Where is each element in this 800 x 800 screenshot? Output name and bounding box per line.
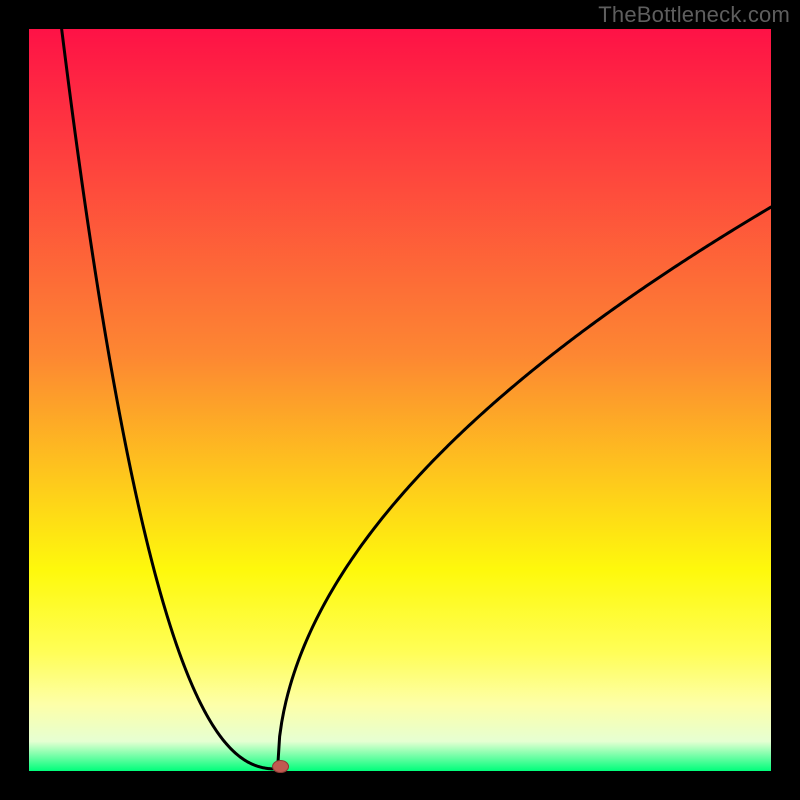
watermark-label: TheBottleneck.com [598, 2, 790, 28]
chart-stage: TheBottleneck.com [0, 0, 800, 800]
minimum-marker [273, 761, 289, 773]
bottleneck-plot [0, 0, 800, 800]
plot-background [29, 29, 771, 771]
